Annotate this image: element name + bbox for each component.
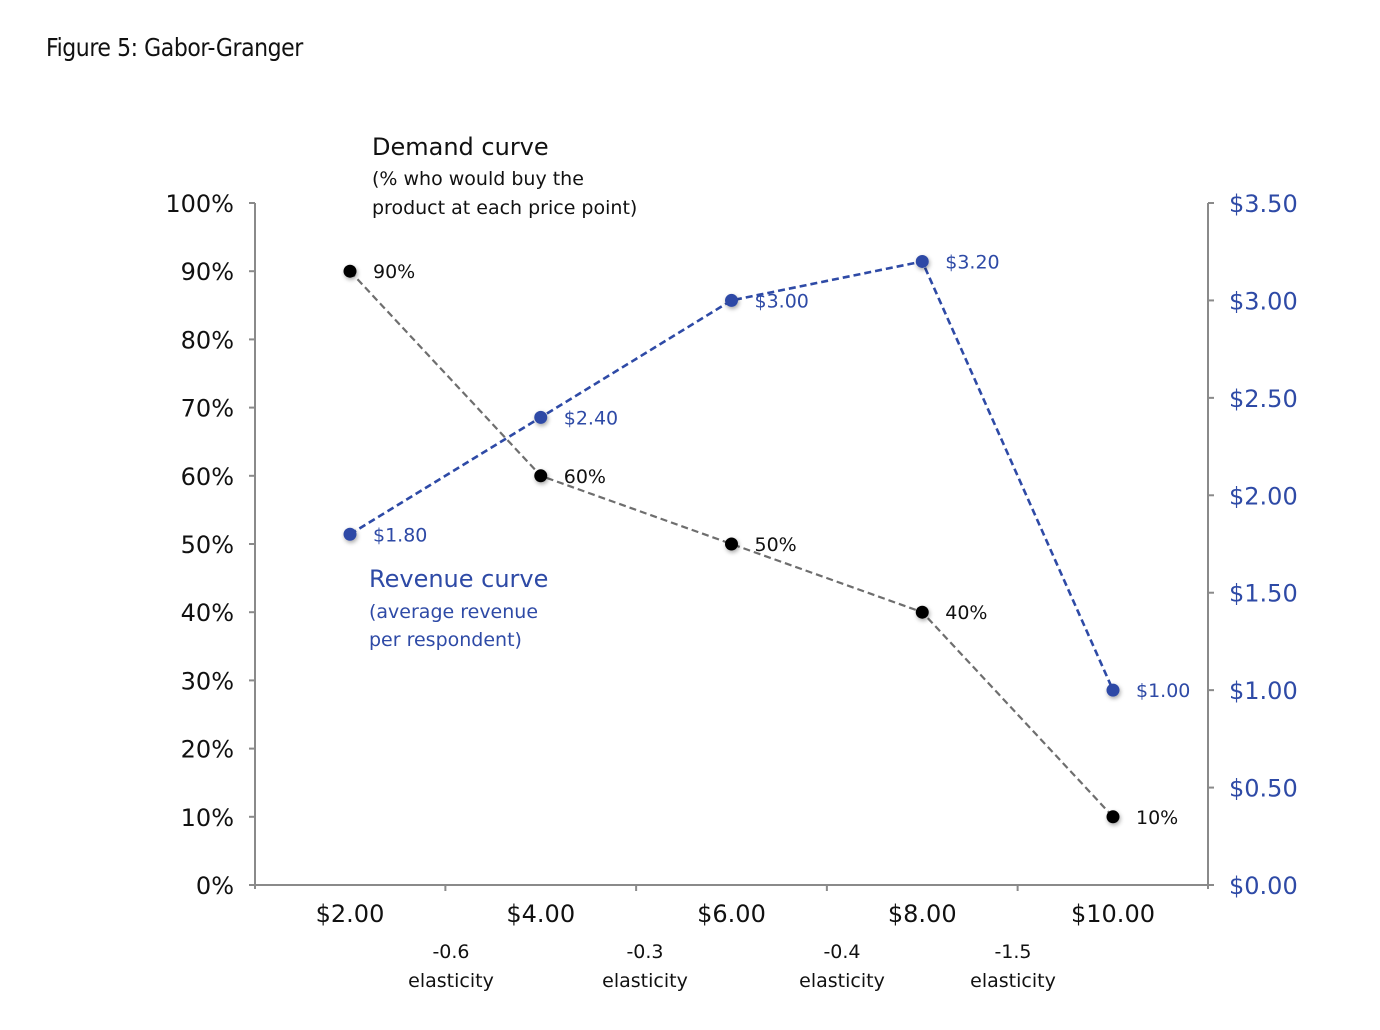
demand-point (343, 264, 357, 278)
left-axis-tick-label: 40% (181, 599, 234, 627)
right-axis-tick-label: $2.00 (1229, 482, 1298, 510)
series-lines (349, 259, 1115, 818)
demand-annotation-line2: product at each price point) (372, 197, 637, 219)
revenue-annotation-line2: per respondent) (369, 629, 522, 651)
elasticity-label: elasticity (970, 970, 1056, 992)
left-axis-tick-label: 10% (181, 804, 234, 832)
right-axis-tick-label: $3.00 (1229, 287, 1298, 315)
left-axis-tick-label: 90% (181, 258, 234, 286)
demand-point (1106, 810, 1120, 824)
elasticity-label: elasticity (602, 970, 688, 992)
revenue-curve-line (349, 259, 1115, 691)
elasticity-value: -0.6 (432, 941, 469, 963)
labels: 90% 60% 50% 40% 10% $1.80 $2.40 $3.00 $3.20 $1.00 (373, 251, 1190, 828)
demand-point (534, 469, 548, 483)
revenue-point (1106, 683, 1120, 697)
right-axis-tick-label: $3.50 (1229, 190, 1298, 218)
revenue-point (725, 293, 738, 307)
revenue-point-label: $1.80 (373, 524, 427, 546)
right-axis-tick-label: $0.50 (1229, 775, 1298, 803)
left-axis-tick-label: 60% (181, 463, 234, 491)
x-axis-category-label: $4.00 (506, 900, 575, 928)
demand-point-label: 50% (755, 534, 797, 556)
revenue-point-label: $1.00 (1136, 680, 1190, 702)
revenue-point (343, 527, 357, 541)
elasticity-label: elasticity (799, 970, 885, 992)
right-axis-tick-label: $1.00 (1229, 677, 1298, 705)
demand-annotation-line1: (% who would buy the (372, 168, 584, 190)
x-axis-category-label: $6.00 (697, 900, 766, 928)
elasticity-value: -1.5 (994, 941, 1031, 963)
elasticity-label: elasticity (408, 970, 494, 992)
demand-point (915, 605, 929, 619)
revenue-point-label: $2.40 (564, 407, 618, 429)
right-axis-tick-label: $1.50 (1229, 580, 1298, 608)
demand-point (725, 537, 738, 551)
right-axis-tick-label: $2.50 (1229, 385, 1298, 413)
left-axis-tick-label: 0% (196, 872, 234, 900)
demand-point-label: 60% (564, 466, 606, 488)
x-axis-category-label: $10.00 (1071, 900, 1155, 928)
left-axis-tick-label: 30% (181, 667, 234, 695)
demand-point-label: 90% (373, 261, 415, 283)
elasticity-value: -0.4 (823, 941, 860, 963)
series-points (343, 254, 1120, 824)
left-axis-tick-label: 70% (181, 395, 234, 423)
revenue-annotation-title: Revenue curve (369, 565, 548, 593)
revenue-point (534, 410, 548, 424)
figure-title: Figure 5: Gabor-Granger (46, 33, 303, 62)
x-axis-category-label: $2.00 (316, 900, 385, 928)
revenue-point (915, 254, 929, 268)
left-axis-tick-label: 100% (165, 190, 234, 218)
axes: 0% 10% 20% 30% 40% 50% 60% 70% 80% 90% 100% $0.00 $0… (165, 190, 1297, 992)
demand-point-label: 10% (1136, 807, 1178, 829)
revenue-point-label: $3.20 (945, 251, 999, 273)
left-axis-tick-label: 50% (181, 531, 234, 559)
revenue-point-label: $3.00 (755, 290, 809, 312)
demand-annotation-title: Demand curve (372, 133, 549, 161)
elasticity-value: -0.3 (626, 941, 663, 963)
revenue-annotation-line1: (average revenue (369, 601, 538, 623)
left-axis-tick-label: 80% (181, 326, 234, 354)
x-axis-category-label: $8.00 (888, 900, 957, 928)
left-axis-tick-label: 20% (181, 736, 234, 764)
demand-point-label: 40% (945, 602, 987, 624)
right-axis-tick-label: $0.00 (1229, 872, 1298, 900)
